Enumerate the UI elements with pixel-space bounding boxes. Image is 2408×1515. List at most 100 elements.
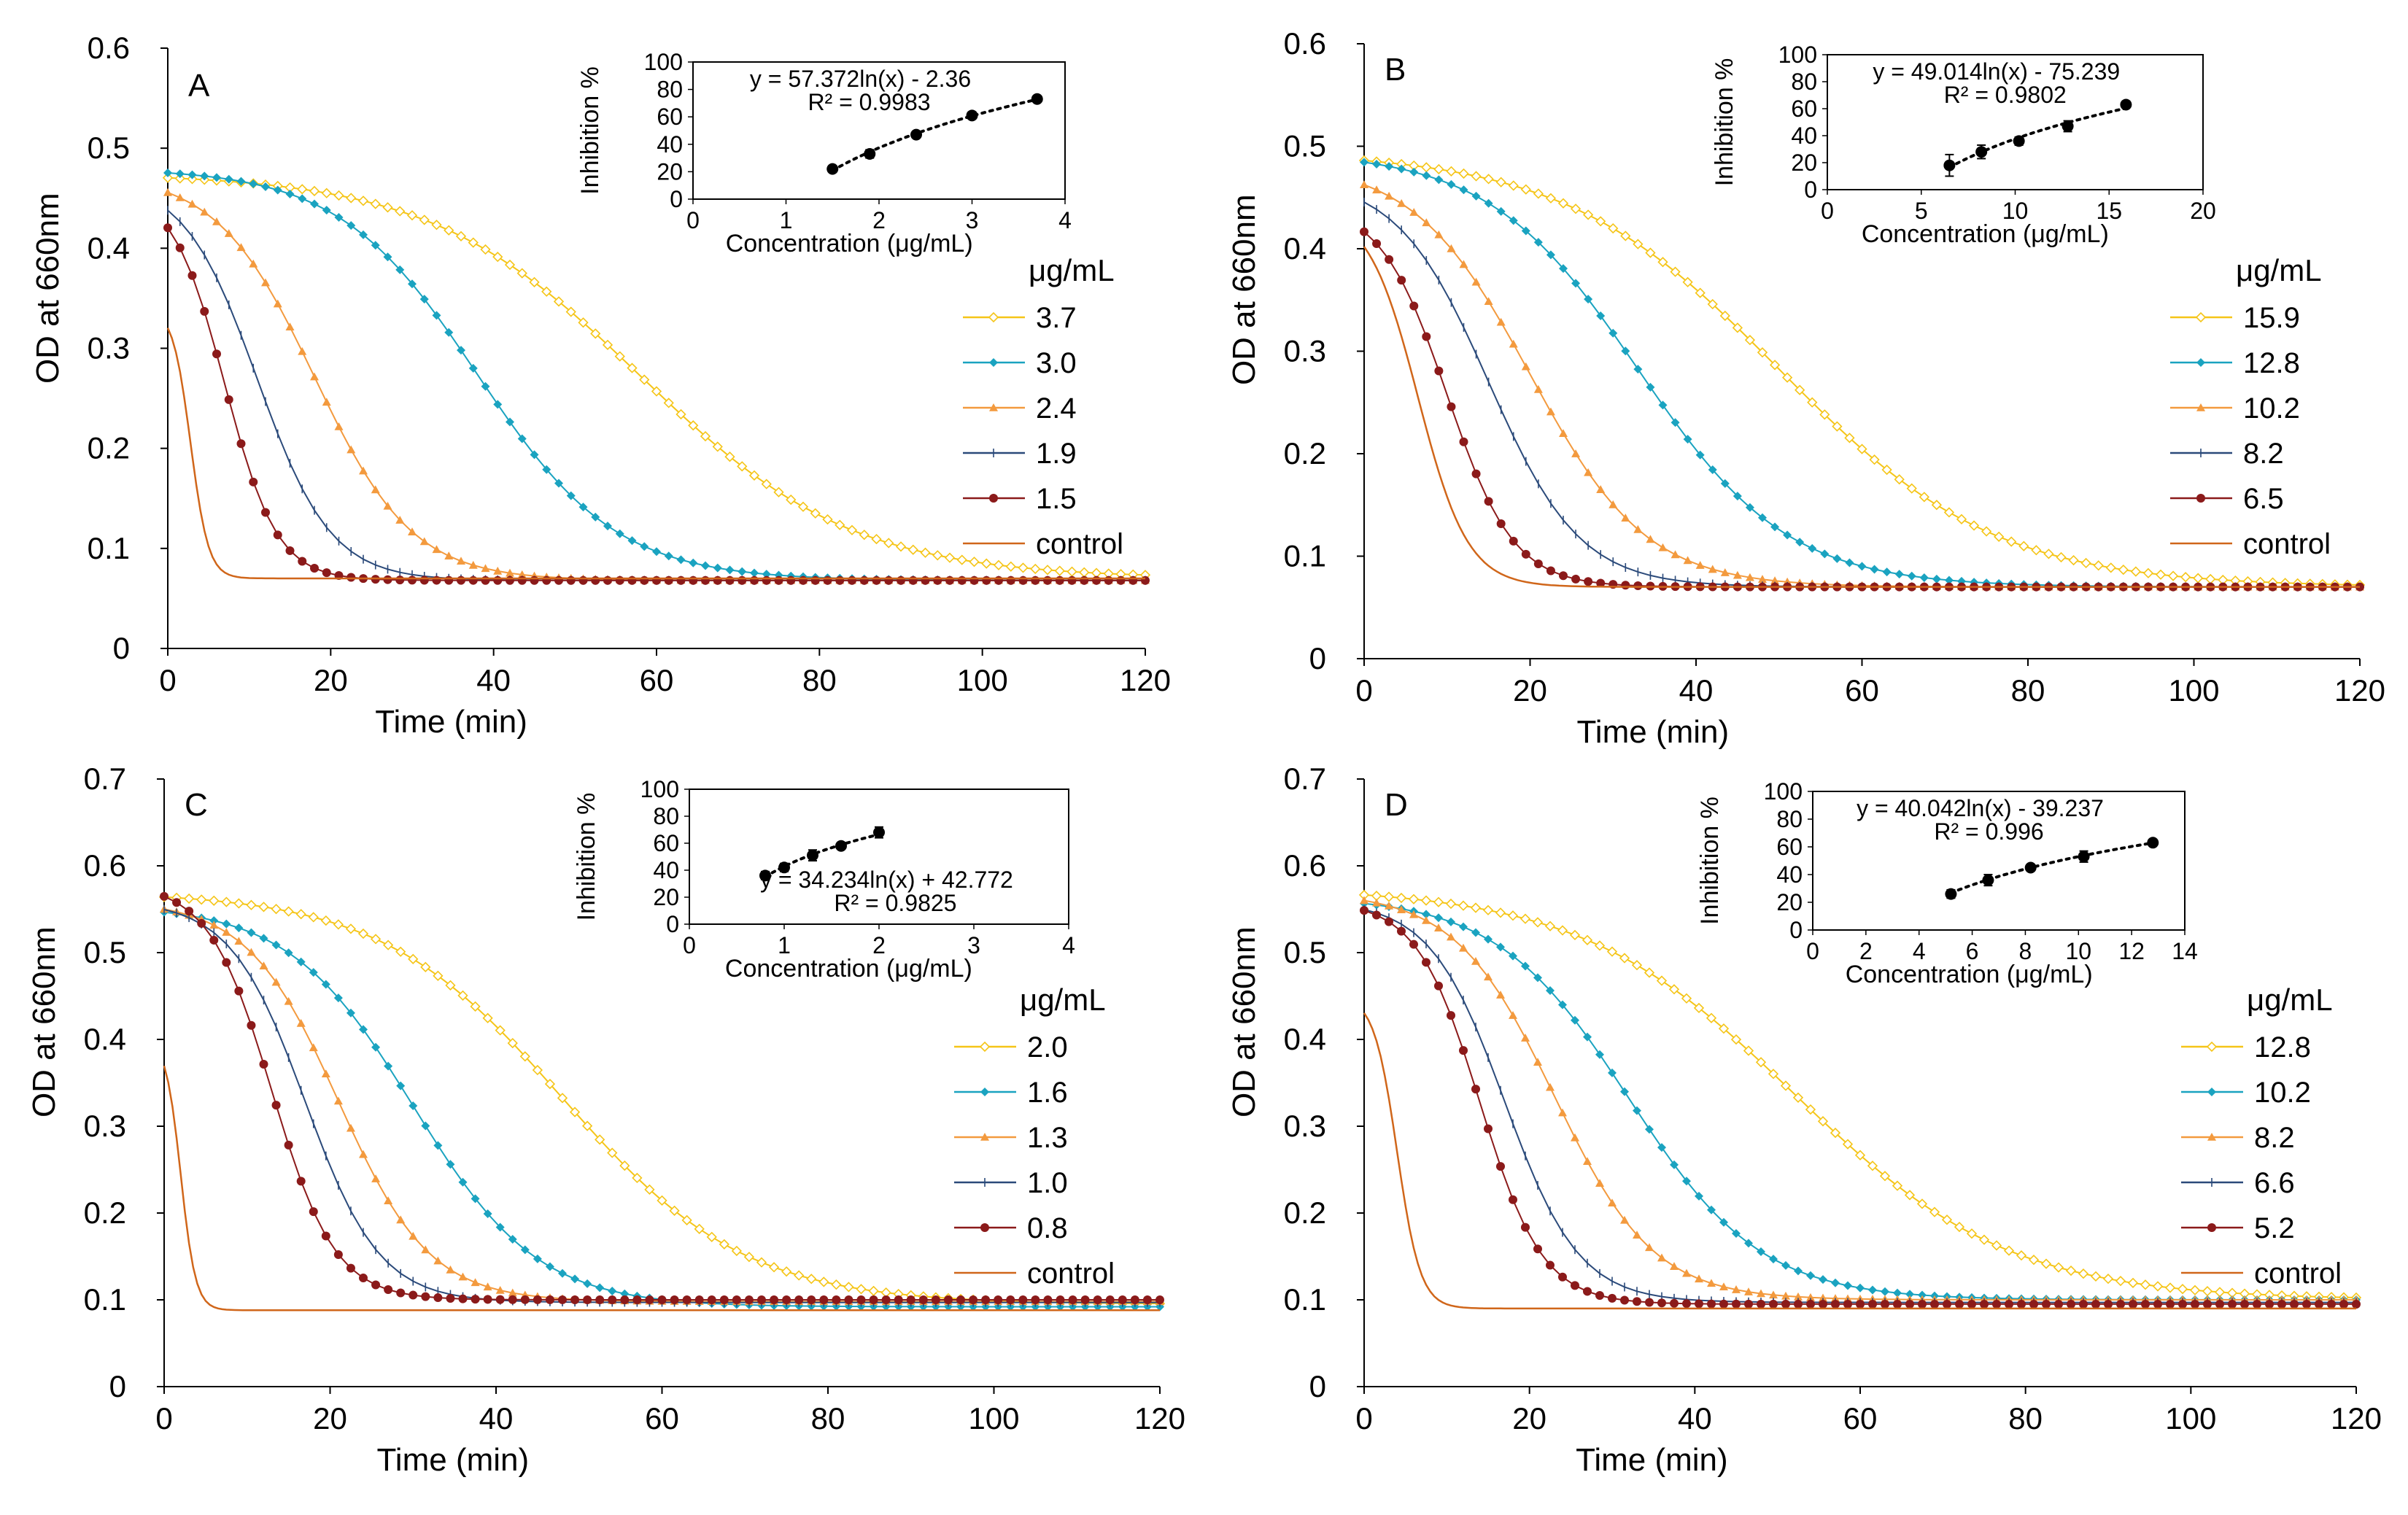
inset-x-axis-title: Concentration (μg/mL) [725,955,972,983]
data-point [1471,956,1480,965]
inset-equation: y = 40.042ln(x) - 39.237 [1857,795,2104,821]
data-point [200,306,209,316]
x-tick-label: 40 [1678,1401,1712,1435]
data-point [2215,1299,2224,1309]
data-point [2053,1262,2064,1273]
data-point [236,439,246,449]
data-point [1559,264,1568,274]
data-point [1596,311,1606,320]
data-point [457,576,465,585]
data-point [516,268,527,279]
data-point [1769,1255,1778,1264]
legend-label: 3.0 [1036,347,1077,379]
data-point [756,1257,767,1268]
y-tick-label: 0.5 [84,935,126,969]
data-point [2005,1299,2013,1309]
data-point [395,265,405,274]
data-point [295,909,306,920]
series-3-7 [162,172,1151,581]
data-point [529,276,540,287]
data-point [1495,177,1506,187]
data-point [196,894,207,905]
legend-label: 10.2 [2243,392,2300,425]
data-point [2177,1284,2188,1295]
data-point [2178,1299,2187,1309]
y-tick-label: 0.6 [88,31,130,65]
data-point [944,552,956,563]
data-point [309,1043,318,1052]
data-point [333,919,344,930]
data-point [545,1262,554,1271]
data-point [1546,985,1555,995]
inset-r-squared: R² = 0.996 [1934,818,2043,845]
x-tick-label: 80 [2008,1401,2043,1435]
data-point [1409,208,1419,216]
data-point [607,1147,618,1158]
data-point [1780,1080,1792,1091]
data-point [2189,1285,2201,1295]
data-point [810,576,820,585]
y-tick-label: 0.3 [1284,1109,1326,1143]
data-point [1409,910,1418,918]
data-point [920,547,931,558]
data-point [1879,1171,1891,1182]
data-point [1471,928,1480,937]
legend: μg/mL 15.9 12.8 10.2 8.2 6.5 control [2170,253,2331,560]
data-point [1992,1299,2001,1309]
data-point [471,1295,480,1304]
inset-y-tick-label: 0 [670,186,683,212]
data-point [347,445,356,454]
inset-x-tick-label: 2 [1859,938,1873,964]
data-point [271,940,281,950]
data-point [1546,1260,1555,1270]
series-control [1363,1012,2356,1310]
data-point [664,551,673,561]
inset-x-tick-label: 0 [1821,198,1834,224]
data-point [224,395,233,404]
data-point [1956,514,1967,524]
y-tick-label: 0.2 [1284,436,1326,470]
data-point [383,501,392,510]
data-point [347,573,356,582]
inset-point [826,163,839,175]
data-point [2290,1299,2299,1309]
data-point [1867,1161,1878,1171]
data-point [273,299,282,308]
inset-y-tick-label: 0 [666,911,679,937]
data-point [432,311,441,320]
data-point [2003,1245,2015,1256]
legend-label: 12.8 [2243,347,2300,379]
legend-title: μg/mL [1020,983,1106,1017]
data-point [1682,1268,1691,1277]
data-point [994,1295,1003,1304]
data-point [835,519,845,530]
inset-point [2078,851,2090,863]
data-point [212,217,221,225]
data-point [506,417,514,427]
data-point [1744,335,1756,346]
y-tick-label: 0.2 [88,431,130,465]
series-12-8 [1358,889,2362,1303]
y-tick-label: 0.3 [88,331,130,365]
data-point [457,346,465,355]
data-point [724,452,735,462]
data-point [357,928,369,939]
data-point [1409,301,1419,311]
data-point [1434,923,1443,931]
data-point [725,565,735,575]
data-point [743,1252,755,1263]
legend-marker [980,1133,989,1141]
data-point [1372,185,1382,194]
data-point [1484,972,1493,981]
data-point [1397,276,1406,285]
inset-y-tick-label: 0 [1789,917,1803,943]
legend: μg/mL 12.8 10.2 8.2 6.6 5.2 control [2181,983,2342,1290]
data-point [578,503,588,512]
data-point [1557,925,1568,936]
data-point [419,537,429,546]
inset-r-squared: R² = 0.9983 [808,89,930,115]
data-point [1422,915,1431,924]
data-point [1031,1295,1040,1304]
inset-y-tick-label: 80 [657,77,683,103]
data-point [298,346,307,355]
